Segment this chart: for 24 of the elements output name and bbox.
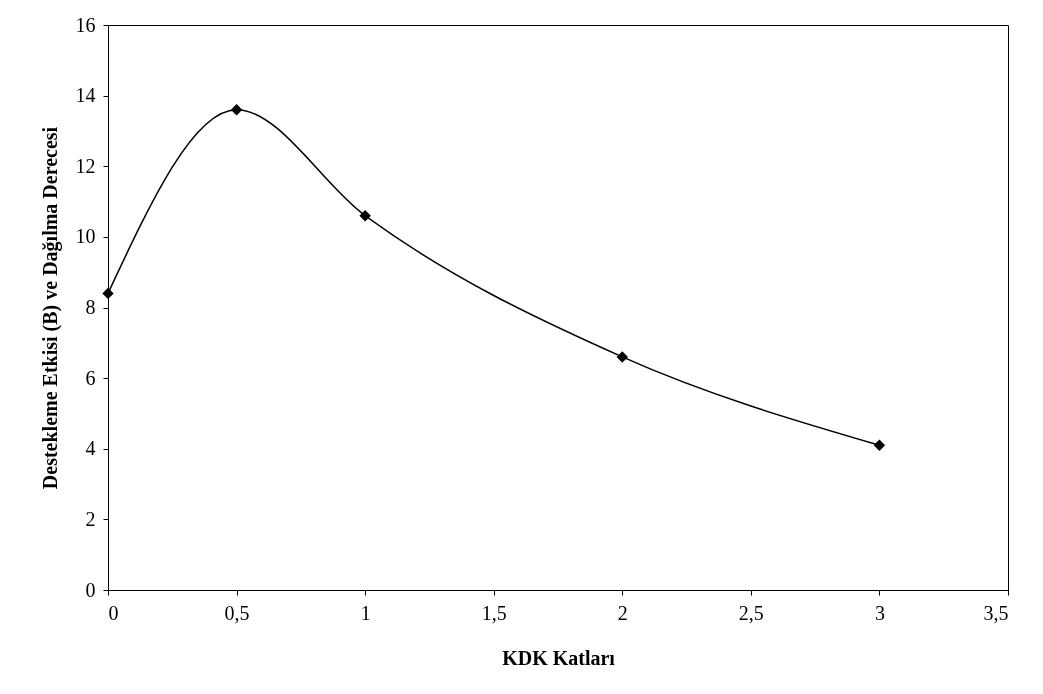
point: [616, 351, 628, 363]
y-tick-label: 4: [85, 437, 96, 460]
y-axis-title: Destekleme Etkisi (B) ve Dağılma Derecesi: [38, 126, 62, 490]
x-tick-label: 1: [360, 601, 371, 624]
y-tick-label: 2: [85, 507, 96, 530]
y-tick-label: 8: [85, 296, 96, 318]
y-tick-label: 14: [75, 84, 96, 107]
point: [230, 104, 243, 116]
x-tick-label: 1,5: [481, 601, 507, 624]
point: [359, 209, 371, 222]
x-tick-label: 2,5: [738, 601, 764, 624]
x-axis-title: KDK Katları: [502, 646, 616, 669]
y-tick-label: 10: [75, 225, 96, 248]
x-tick-label: 2: [617, 601, 628, 624]
x-tick-label: 3: [874, 601, 885, 624]
y-tick-label: 12: [75, 154, 96, 177]
point: [873, 439, 886, 451]
y-tick-label: 0: [85, 578, 96, 601]
x-tick-label: 0,5: [224, 601, 250, 624]
x-tick-label: 0: [108, 601, 119, 624]
y-tick-label: 16: [75, 13, 96, 36]
point: [102, 287, 114, 300]
x-tick-label: 3,5: [983, 601, 1009, 624]
y-tick-label: 6: [85, 366, 96, 389]
